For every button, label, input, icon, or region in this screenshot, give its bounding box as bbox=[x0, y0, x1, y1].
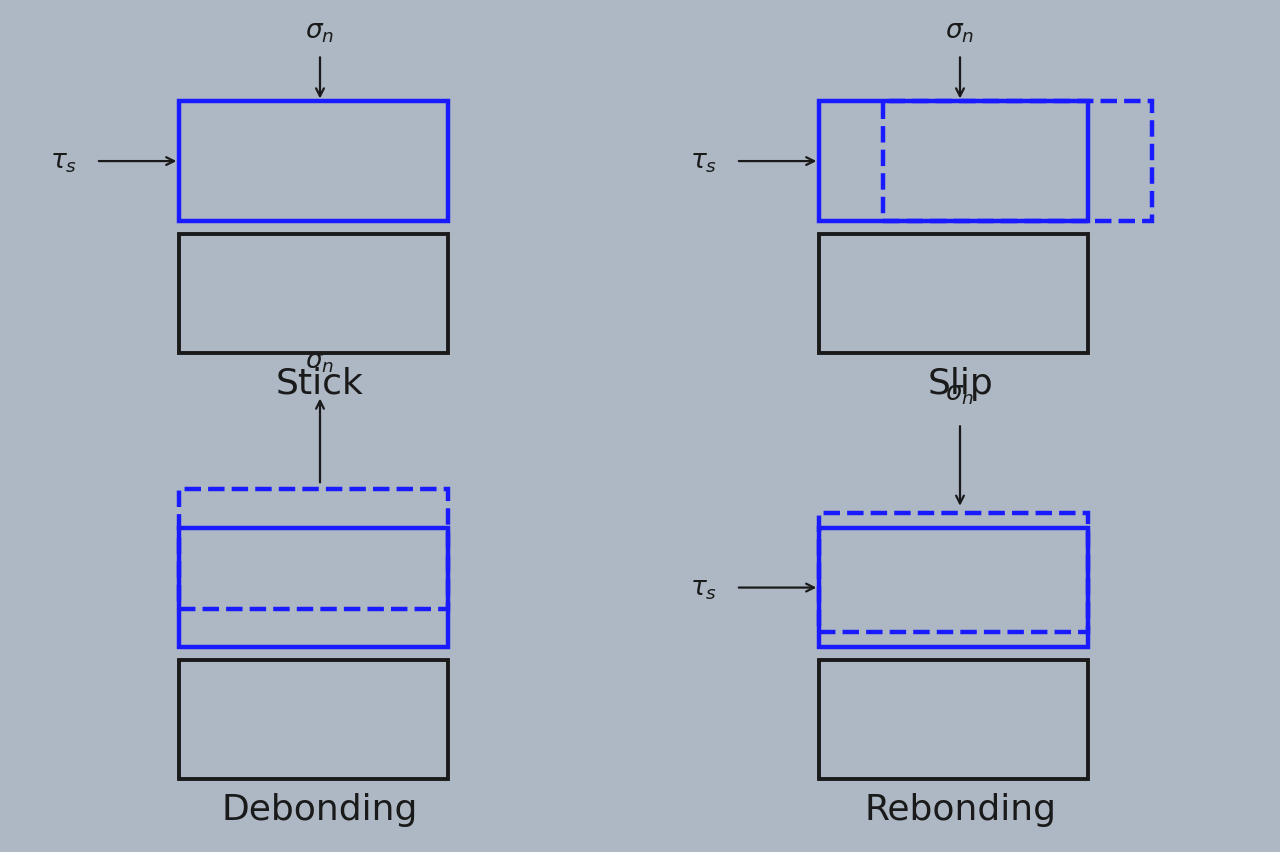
Text: $\sigma_n$: $\sigma_n$ bbox=[306, 349, 334, 375]
Bar bbox=[819, 102, 1088, 222]
Bar bbox=[179, 490, 448, 609]
Bar bbox=[819, 234, 1088, 354]
Text: $\tau_s$: $\tau_s$ bbox=[690, 575, 717, 601]
Text: $\tau_s$: $\tau_s$ bbox=[50, 149, 77, 175]
Bar bbox=[179, 234, 448, 354]
Text: Stick: Stick bbox=[276, 366, 364, 400]
Bar bbox=[819, 513, 1088, 632]
Text: $\sigma_n$: $\sigma_n$ bbox=[946, 381, 974, 407]
Bar bbox=[179, 102, 448, 222]
Text: $\sigma_n$: $\sigma_n$ bbox=[306, 19, 334, 45]
Text: Slip: Slip bbox=[927, 366, 993, 400]
Text: $\tau_s$: $\tau_s$ bbox=[690, 149, 717, 175]
Text: Debonding: Debonding bbox=[221, 792, 419, 826]
Text: Rebonding: Rebonding bbox=[864, 792, 1056, 826]
Bar bbox=[883, 102, 1152, 222]
Text: $\sigma_n$: $\sigma_n$ bbox=[946, 19, 974, 45]
Bar bbox=[179, 528, 448, 648]
Bar bbox=[819, 660, 1088, 780]
Bar bbox=[819, 528, 1088, 648]
Bar bbox=[179, 660, 448, 780]
